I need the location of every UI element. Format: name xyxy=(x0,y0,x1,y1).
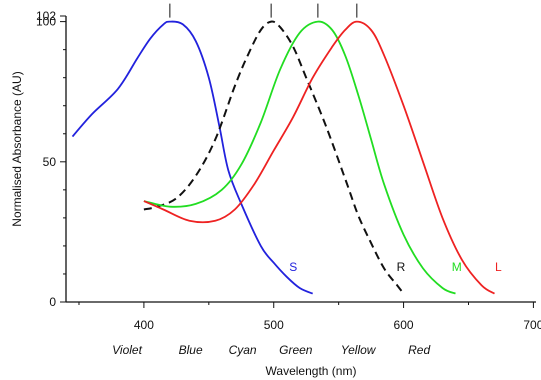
series-M-label: M xyxy=(452,260,462,274)
y-tick-label: 100 xyxy=(36,15,56,29)
series-S-line xyxy=(71,20,314,295)
x-axis-title: Wavelength (nm) xyxy=(266,364,357,378)
x-tick-label: 400 xyxy=(134,318,154,332)
color-name-label: Cyan xyxy=(229,343,257,357)
color-name-label: Blue xyxy=(179,343,203,357)
color-name-label: Red xyxy=(408,343,430,357)
labels-layer: 420498534564SRML xyxy=(169,3,502,274)
x-tick-label: 500 xyxy=(264,318,284,332)
x-tick-label: 600 xyxy=(394,318,414,332)
series-L-label: L xyxy=(495,260,502,274)
color-name-label: Violet xyxy=(112,343,142,357)
y-tick-label: 102 xyxy=(36,9,56,23)
x-tick-label: 700 xyxy=(523,318,541,332)
color-name-label: Green xyxy=(279,343,313,357)
y-tick-label: 0 xyxy=(49,295,56,309)
color-name-label: Yellow xyxy=(341,343,377,357)
series-S-label: S xyxy=(289,260,297,274)
series-layer xyxy=(71,20,495,295)
series-R-line xyxy=(143,20,405,295)
y-axis-title: Normalised Absorbance (AU) xyxy=(10,71,24,226)
series-L-line xyxy=(143,20,495,295)
series-M-line xyxy=(143,20,456,295)
y-tick-label: 50 xyxy=(43,155,57,169)
series-R-label: R xyxy=(397,260,406,274)
